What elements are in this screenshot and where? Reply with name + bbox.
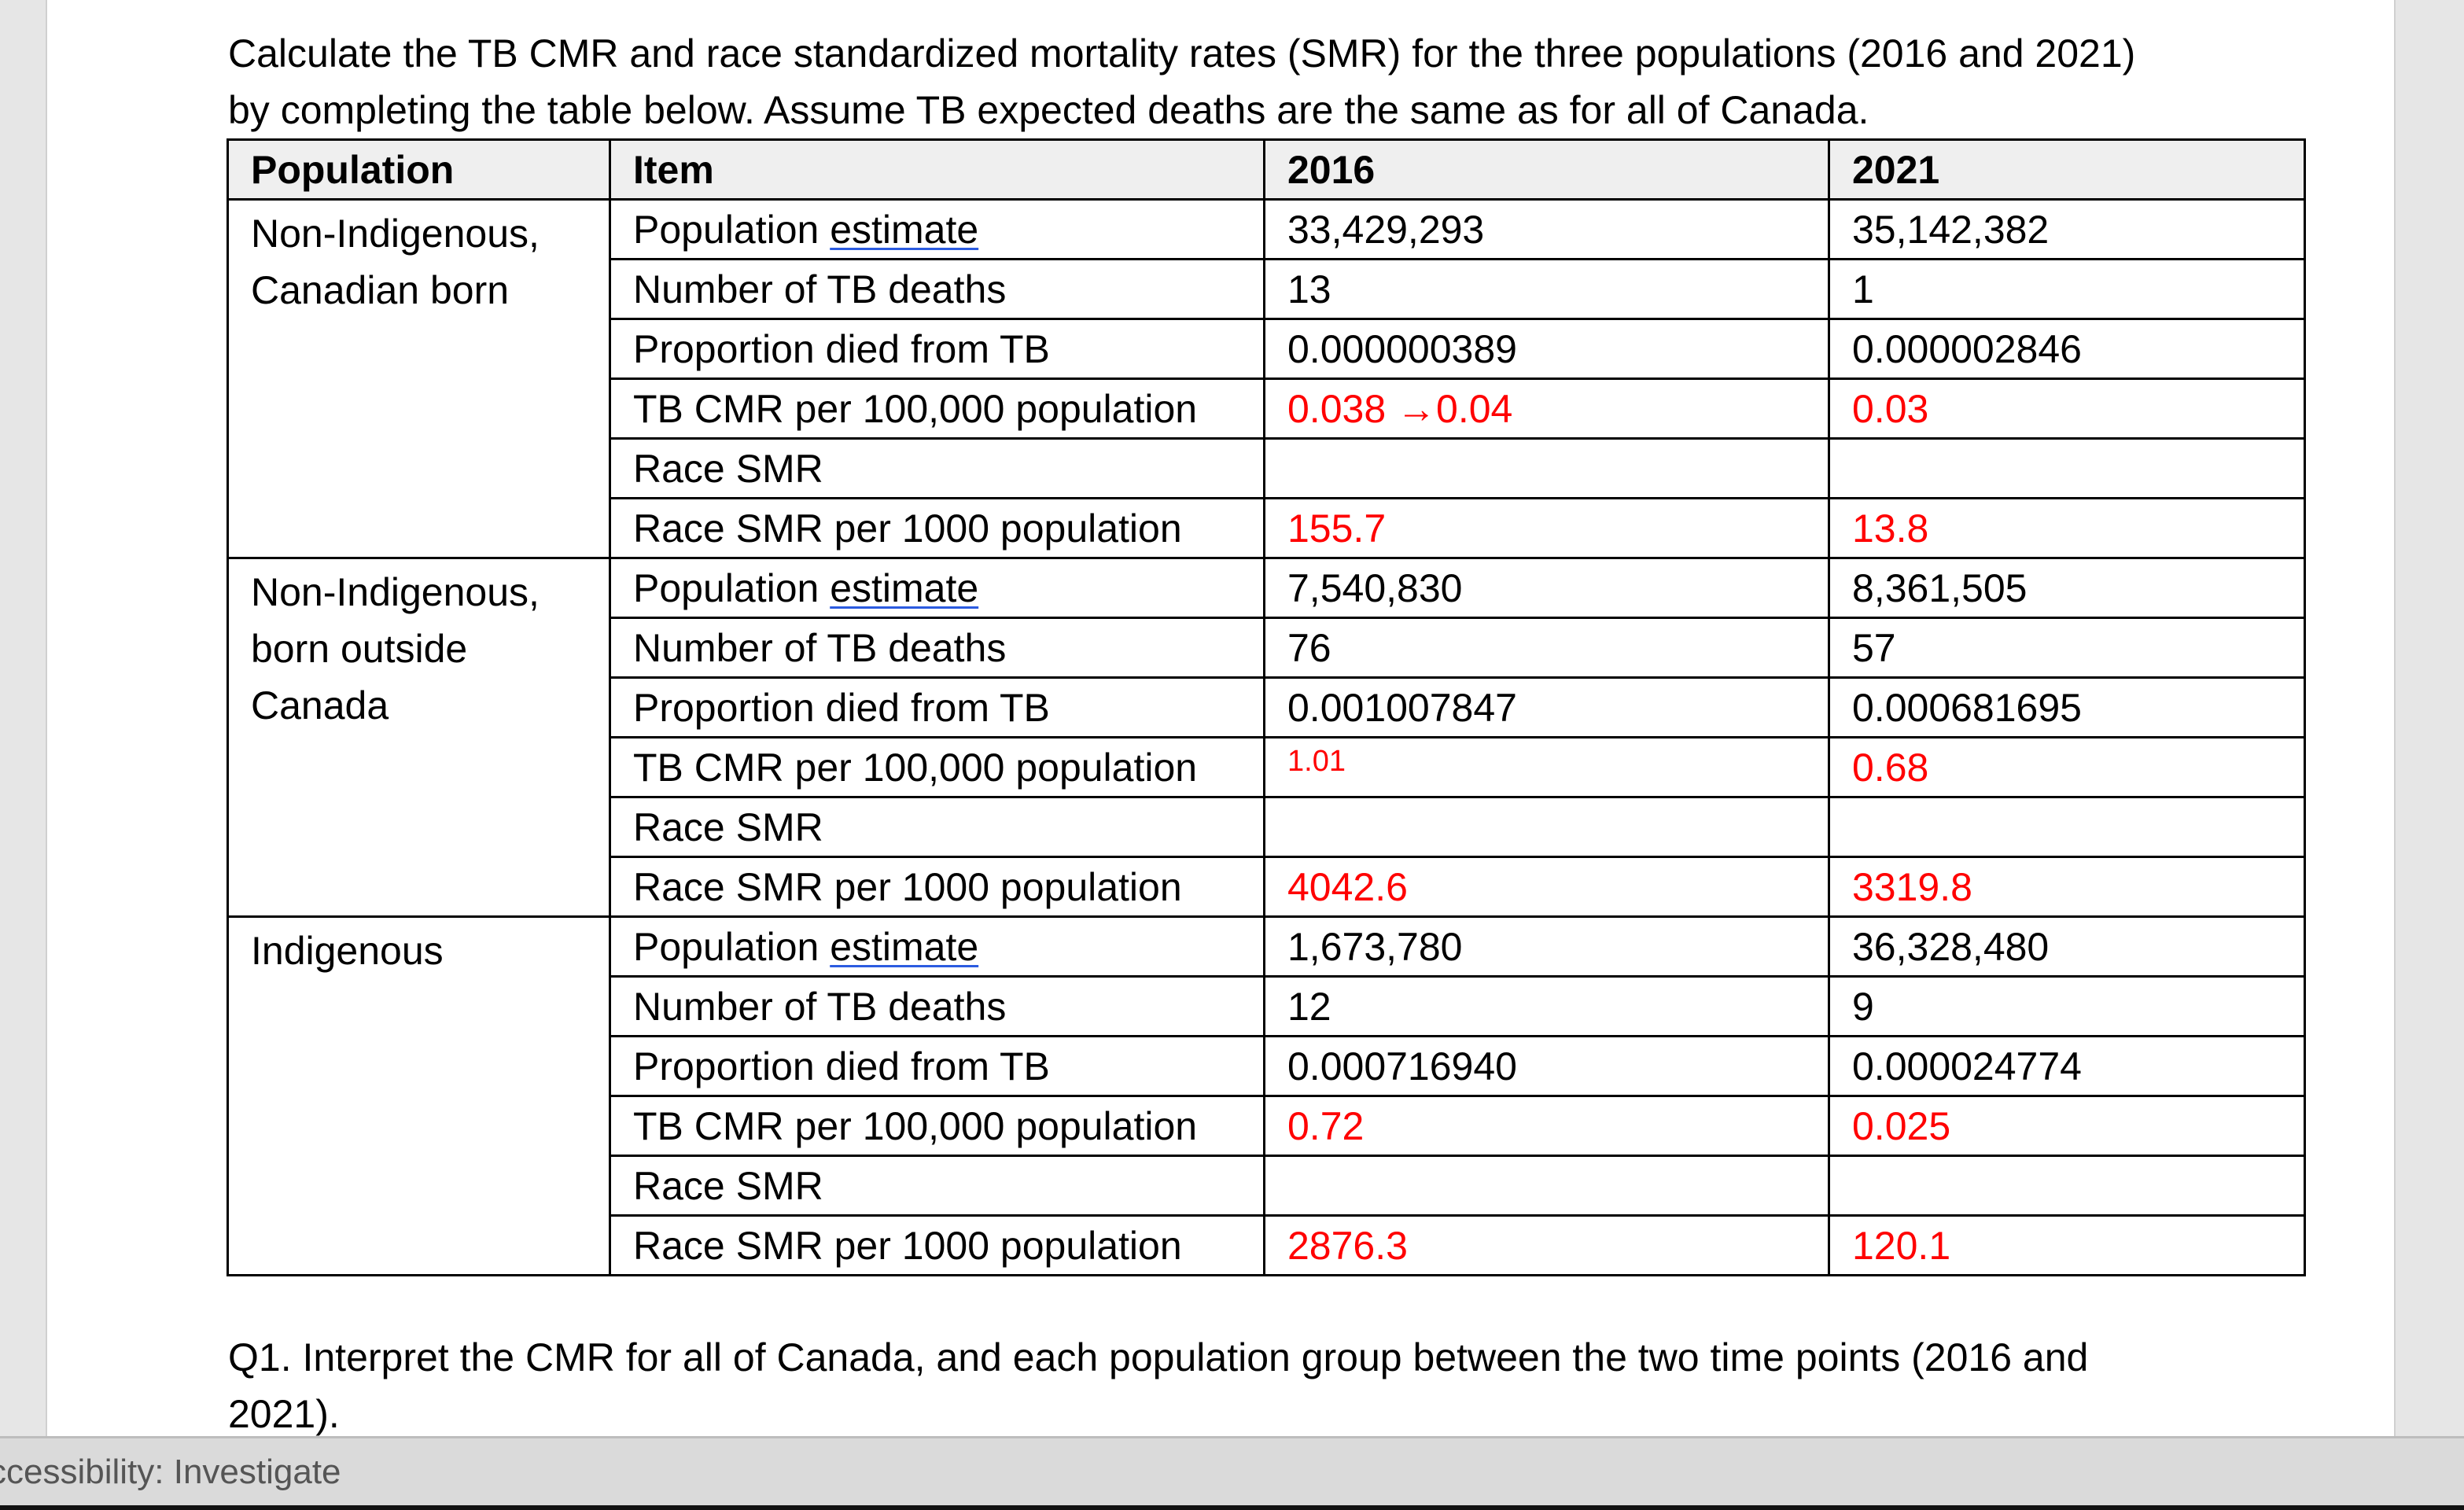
value-2016-cell[interactable]: 155.7 [1263,497,1830,559]
value-2016-cell[interactable]: 33,429,293 [1263,198,1830,260]
table-row: Proportion died from TB 0.001007847 0.0006… [228,676,2306,738]
item-cell[interactable]: TB CMR per 100,000 population [609,378,1265,440]
item-label: Population [633,924,831,969]
table-header-row: Population Item 2016 2021 [227,138,2306,201]
table-row: Race SMR per 1000 population 155.7 13.8 [228,497,2306,559]
value-2021-cell[interactable]: 36,328,480 [1828,915,2306,978]
value-2016-cell[interactable] [1263,796,1830,858]
item-cell[interactable]: Race SMR [609,796,1265,858]
header-2021: 2021 [1828,138,2306,201]
table-row: TB CMR per 100,000 population 0.72 0.025 [228,1095,2306,1157]
value-2016-cell[interactable]: 13 [1263,258,1830,320]
question-line: Q1. Interpret the CMR for all of Canada,… [228,1335,2089,1379]
value-2021-cell[interactable]: 1 [1828,258,2306,320]
value-2021-cell[interactable] [1828,437,2306,499]
table-row: Number of TB deaths 12 9 [228,975,2306,1037]
value-2021-cell[interactable] [1828,1155,2306,1217]
value-2021-cell[interactable]: 0.025 [1828,1095,2306,1157]
value-2021-cell[interactable]: 3319.8 [1828,856,2306,918]
table-row: Proportion died from TB 0.000716940 0.0000… [228,1035,2306,1097]
value-2016-cell[interactable]: 12 [1263,975,1830,1037]
header-2016: 2016 [1263,138,1830,201]
item-cell[interactable]: Race SMR [609,1155,1265,1217]
document-page: Calculate the TB CMR and race standardiz… [46,0,2396,1436]
item-cell[interactable]: Population estimate [609,557,1265,619]
value-2021-cell[interactable]: 57 [1828,617,2306,679]
table-row: Number of TB deaths 13 1 [228,258,2306,320]
item-cell[interactable]: TB CMR per 100,000 population [609,1095,1265,1157]
table-row: TB CMR per 100,000 population 0.038 →0.04… [228,378,2306,440]
instructions-paragraph: Calculate the TB CMR and race standardiz… [228,25,2135,138]
value-2016-cell[interactable]: 4042.6 [1263,856,1830,918]
value-2021-cell[interactable]: 9 [1828,975,2306,1037]
instructions-line: by completing the table below. Assume TB… [228,88,1869,132]
value-2016-cell[interactable]: 2876.3 [1263,1214,1830,1276]
table-row: Proportion died from TB 0.000000389 0.0000… [228,318,2306,380]
value-2016-cell[interactable]: 7,540,830 [1263,557,1830,619]
value-2021-cell[interactable]: 0.03 [1828,378,2306,440]
item-label: Population [633,565,831,610]
item-cell[interactable]: Number of TB deaths [609,258,1265,320]
value-2021-cell[interactable]: 8,361,505 [1828,557,2306,619]
item-label: Population [633,207,831,252]
item-cell[interactable]: Race SMR [609,437,1265,499]
item-cell[interactable]: Race SMR per 1000 population [609,856,1265,918]
header-population: Population [227,138,611,201]
instructions-line: Calculate the TB CMR and race standardiz… [228,31,2136,76]
value-2021-cell[interactable]: 0.000681695 [1828,676,2306,738]
value-2016-cell[interactable] [1263,437,1830,499]
question-1: Q1. Interpret the CMR for all of Canada,… [228,1329,2088,1442]
table-row: Race SMR [228,796,2306,858]
population-cell: Non-Indigenous, Canadian born [227,198,611,559]
item-cell[interactable]: Race SMR per 1000 population [609,497,1265,559]
table-row: Non-Indigenous, born outside Canada Popul… [227,557,2306,918]
item-cell[interactable]: Population estimate [609,198,1265,260]
header-item: Item [609,138,1265,201]
item-cell[interactable]: Proportion died from TB [609,1035,1265,1097]
value-2016-cell[interactable] [1263,1155,1830,1217]
value-2016-cell[interactable]: 1.01 [1263,736,1830,798]
table-row: Race SMR per 1000 population 2876.3 120.1 [228,1214,2306,1276]
spellcheck-word[interactable]: estimate [830,924,979,969]
spellcheck-word[interactable]: estimate [830,207,979,252]
table-row: Race SMR [228,437,2306,499]
value-2021-cell[interactable]: 0.000002846 [1828,318,2306,380]
table-row: Number of TB deaths 76 57 [228,617,2306,679]
value-2021-cell[interactable]: 35,142,382 [1828,198,2306,260]
table-row: Race SMR [228,1155,2306,1217]
population-cell: Non-Indigenous, born outside Canada [227,557,611,918]
mortality-table: Population Item 2016 2021 Non-Indigenous… [227,138,2306,1276]
item-cell[interactable]: Proportion died from TB [609,318,1265,380]
value-2016-cell[interactable]: 0.038 →0.04 [1263,378,1830,440]
value-2016-cell[interactable]: 0.000000389 [1263,318,1830,380]
value-2016-cell[interactable]: 0.72 [1263,1095,1830,1157]
table-row: Race SMR per 1000 population 4042.6 3319.8 [228,856,2306,918]
spellcheck-word[interactable]: estimate [830,565,979,610]
table-row: TB CMR per 100,000 population 1.01 0.68 [228,736,2306,798]
window-edge [0,1505,2464,1510]
table-row: Non-Indigenous, Canadian born Population … [227,198,2306,559]
value-2021-cell[interactable]: 13.8 [1828,497,2306,559]
population-cell: Indigenous [227,915,611,1276]
item-cell[interactable]: Number of TB deaths [609,975,1265,1037]
item-cell[interactable]: Race SMR per 1000 population [609,1214,1265,1276]
value-2021-cell[interactable]: 0.000024774 [1828,1035,2306,1097]
table-row: Indigenous Population estimate 1,673,780 36… [227,915,2306,1276]
question-line: 2021). [228,1392,340,1436]
item-cell[interactable]: TB CMR per 100,000 population [609,736,1265,798]
value-2016-cell[interactable]: 76 [1263,617,1830,679]
value-2021-cell[interactable] [1828,796,2306,858]
item-cell[interactable]: Proportion died from TB [609,676,1265,738]
accessibility-status[interactable]: ccessibility: Investigate [0,1453,341,1491]
status-bar: ccessibility: Investigate [0,1436,2464,1507]
value-2021-cell[interactable]: 0.68 [1828,736,2306,798]
item-cell[interactable]: Population estimate [609,915,1265,978]
value-2016-cell[interactable]: 0.001007847 [1263,676,1830,738]
item-cell[interactable]: Number of TB deaths [609,617,1265,679]
value-2021-cell[interactable]: 120.1 [1828,1214,2306,1276]
value-2016-cell[interactable]: 1,673,780 [1263,915,1830,978]
value-2016-cell[interactable]: 0.000716940 [1263,1035,1830,1097]
